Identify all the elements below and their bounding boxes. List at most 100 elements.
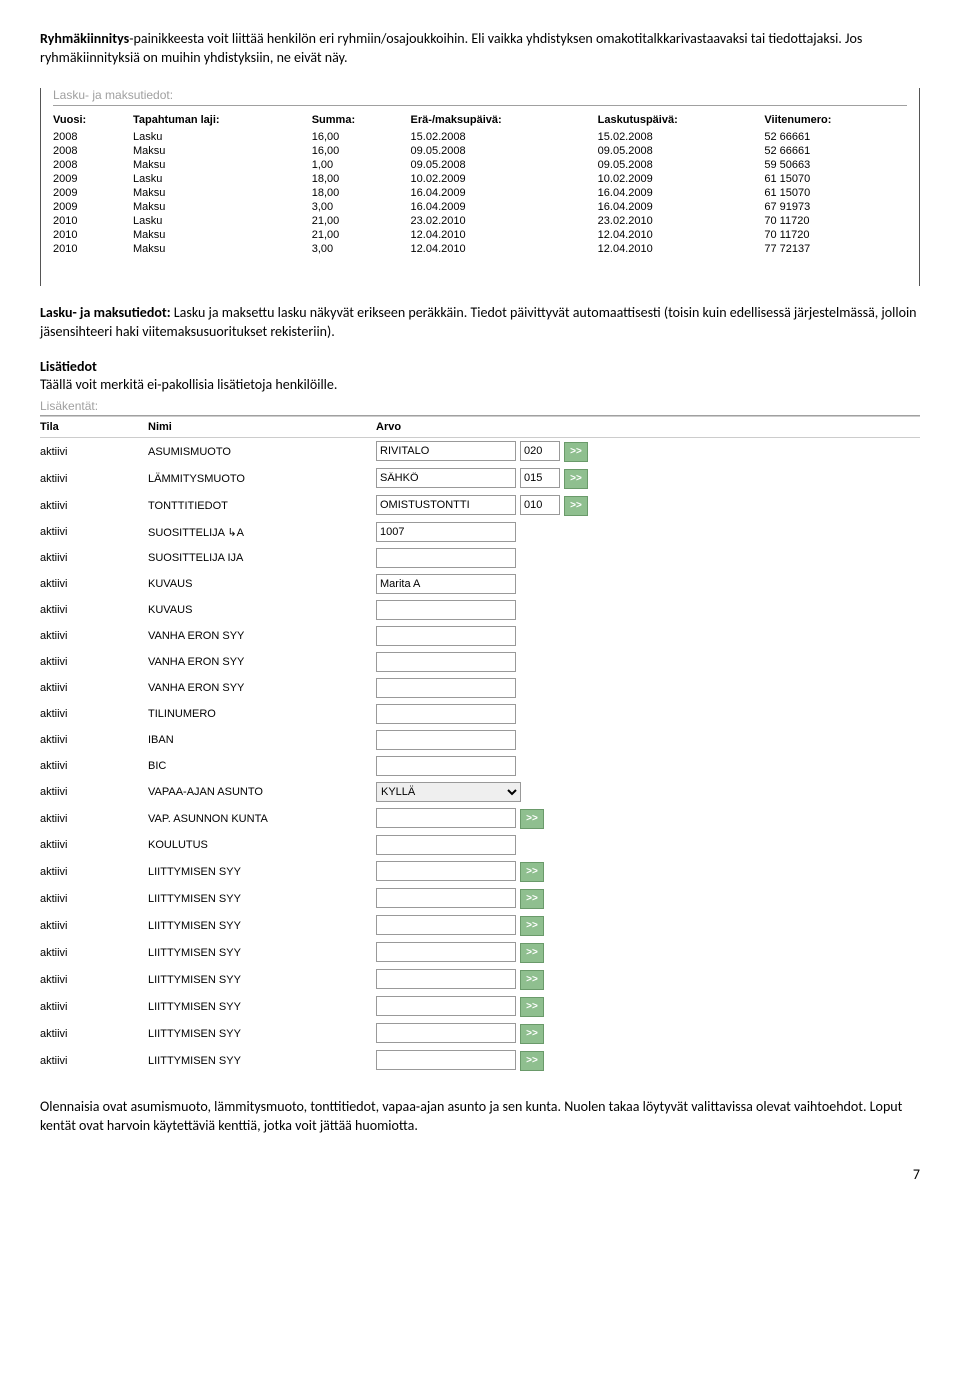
lisa-tila: aktiivi — [40, 805, 148, 832]
lisa-input[interactable] — [376, 730, 516, 750]
lasku-cell: Maksu — [133, 200, 312, 214]
lisa-arvo-cell: >> — [376, 993, 920, 1020]
lasku-cell: 2009 — [53, 172, 133, 186]
lisa-input[interactable] — [376, 522, 516, 542]
arrow-button[interactable]: >> — [564, 469, 588, 489]
lisa-arvo-cell — [376, 727, 920, 753]
lisa-input[interactable] — [376, 704, 516, 724]
lisa-input[interactable] — [376, 574, 516, 594]
table-row: aktiiviASUMISMUOTO>> — [40, 438, 920, 466]
lisa-tila: aktiivi — [40, 858, 148, 885]
lisa-tila: aktiivi — [40, 727, 148, 753]
arrow-button[interactable]: >> — [520, 809, 544, 829]
lasku-cell: Lasku — [133, 172, 312, 186]
lasku-cell: 12.04.2010 — [598, 242, 765, 256]
lisa-input[interactable] — [376, 915, 516, 935]
lisa-input[interactable] — [376, 678, 516, 698]
lasku-cell: 21,00 — [312, 214, 411, 228]
table-row: aktiiviSUOSITTELIJA ↳A — [40, 519, 920, 545]
lisa-tila: aktiivi — [40, 465, 148, 492]
lasku-cell: Lasku — [133, 130, 312, 144]
table-row: 2010Maksu21,0012.04.201012.04.201070 117… — [53, 228, 907, 242]
lasku-cell: 61 15070 — [764, 186, 907, 200]
lisa-tila: aktiivi — [40, 438, 148, 466]
table-row: 2008Lasku16,0015.02.200815.02.200852 666… — [53, 130, 907, 144]
arrow-button[interactable]: >> — [520, 862, 544, 882]
lisa-tila: aktiivi — [40, 779, 148, 805]
lasku-cell: 77 72137 — [764, 242, 907, 256]
lisa-arvo-cell: >> — [376, 492, 920, 519]
table-row: aktiiviKOULUTUS — [40, 832, 920, 858]
lisa-input[interactable] — [376, 942, 516, 962]
arrow-button[interactable]: >> — [520, 943, 544, 963]
table-row: aktiiviVANHA ERON SYY — [40, 649, 920, 675]
lisa-input[interactable] — [376, 756, 516, 776]
lasku-cell: 12.04.2010 — [598, 228, 765, 242]
table-row: 2008Maksu1,0009.05.200809.05.200859 5066… — [53, 158, 907, 172]
arrow-button[interactable]: >> — [520, 1024, 544, 1044]
lisa-select[interactable]: KYLLÄ — [376, 782, 521, 802]
lisa-arvo-cell — [376, 597, 920, 623]
lisa-tila: aktiivi — [40, 753, 148, 779]
lisa-code-input[interactable] — [520, 468, 560, 488]
lisa-input[interactable] — [376, 495, 516, 515]
lisa-input[interactable] — [376, 626, 516, 646]
table-row: 2010Maksu3,0012.04.201012.04.201077 7213… — [53, 242, 907, 256]
lisa-arvo-cell: >> — [376, 912, 920, 939]
paragraph-ryhmakiinnitys: Ryhmäkiinnitys-painikkeesta voit liittää… — [40, 30, 920, 68]
lisa-code-input[interactable] — [520, 495, 560, 515]
lisa-arvo-cell: >> — [376, 805, 920, 832]
lasku-cell: 3,00 — [312, 242, 411, 256]
lisa-input[interactable] — [376, 996, 516, 1016]
lisa-input[interactable] — [376, 468, 516, 488]
lisa-input[interactable] — [376, 888, 516, 908]
arrow-button[interactable]: >> — [520, 889, 544, 909]
table-row: aktiiviLIITTYMISEN SYY>> — [40, 1020, 920, 1047]
lasku-cell: 09.05.2008 — [598, 144, 765, 158]
lisa-nimi: KOULUTUS — [148, 832, 376, 858]
lisa-tila: aktiivi — [40, 966, 148, 993]
arrow-button[interactable]: >> — [520, 916, 544, 936]
arrow-button[interactable]: >> — [520, 997, 544, 1017]
lisa-input[interactable] — [376, 835, 516, 855]
lisa-input[interactable] — [376, 600, 516, 620]
lasku-cell: 52 66661 — [764, 130, 907, 144]
lasku-cell: 2010 — [53, 242, 133, 256]
lisa-input[interactable] — [376, 652, 516, 672]
lisa-input[interactable] — [376, 808, 516, 828]
table-row: aktiiviLIITTYMISEN SYY >> — [40, 858, 920, 885]
lisa-code-input[interactable] — [520, 441, 560, 461]
lisa-nimi: LIITTYMISEN SYY — [148, 1020, 376, 1047]
lasku-cell: Lasku — [133, 214, 312, 228]
lasku-cell: 18,00 — [312, 172, 411, 186]
lisa-input[interactable] — [376, 969, 516, 989]
lisa-nimi: VAP. ASUNNON KUNTA — [148, 805, 376, 832]
lisa-input[interactable] — [376, 1023, 516, 1043]
lisa-input[interactable] — [376, 1050, 516, 1070]
lisa-tila: aktiivi — [40, 993, 148, 1020]
lasku-cell: Maksu — [133, 186, 312, 200]
arrow-button[interactable]: >> — [564, 442, 588, 462]
table-row: aktiiviLIITTYMISEN SYY>> — [40, 912, 920, 939]
ryhmakiinnitys-text: -painikkeesta voit liittää henkilön eri … — [40, 30, 862, 66]
arrow-button[interactable]: >> — [520, 970, 544, 990]
table-row: aktiiviVAP. ASUNNON KUNTA >> — [40, 805, 920, 832]
lisa-input[interactable] — [376, 441, 516, 461]
lasku-cell: 15.02.2008 — [598, 130, 765, 144]
lasku-cell: 12.04.2010 — [411, 242, 598, 256]
lasku-block: Lasku- ja maksutiedot: Vuosi:Tapahtuman … — [40, 88, 920, 286]
paragraph-lisatiedot: Lisätiedot Täällä voit merkitä ei-pakoll… — [40, 358, 920, 396]
lasku-cell: 16,00 — [312, 144, 411, 158]
lisa-input[interactable] — [376, 548, 516, 568]
lasku-header: Vuosi: — [53, 112, 133, 130]
table-row: aktiiviBIC — [40, 753, 920, 779]
lisa-input[interactable] — [376, 861, 516, 881]
lasku-cell: 09.05.2008 — [411, 144, 598, 158]
table-row: aktiiviIBAN — [40, 727, 920, 753]
lisatiedot-text: Täällä voit merkitä ei-pakollisia lisäti… — [40, 376, 337, 393]
lisa-nimi: LIITTYMISEN SYY — [148, 912, 376, 939]
arrow-button[interactable]: >> — [520, 1051, 544, 1071]
arrow-button[interactable]: >> — [564, 496, 588, 516]
lasku-header: Summa: — [312, 112, 411, 130]
lisa-nimi: LIITTYMISEN SYY — [148, 858, 376, 885]
